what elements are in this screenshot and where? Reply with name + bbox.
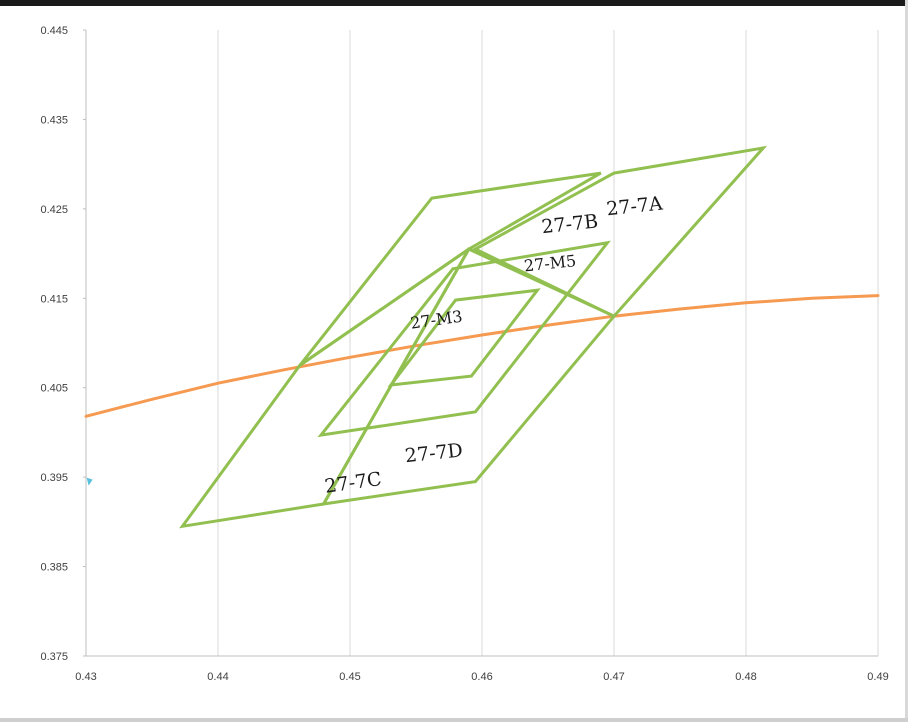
region-label-27-7c: 27-7C: [323, 468, 383, 498]
x-tick-label: 0.46: [471, 671, 492, 683]
region-outlines: [179, 145, 768, 529]
y-tick-label: 0.405: [40, 383, 68, 395]
region-label-27-m3: 27-M3: [409, 307, 463, 333]
marker-point-0: [86, 477, 93, 486]
region-27-7d: [320, 247, 617, 506]
y-tick-label: 0.415: [40, 293, 68, 305]
region-label-27-m5: 27-M5: [523, 251, 577, 275]
y-tick-label: 0.425: [40, 204, 68, 216]
y-tick-label: 0.445: [40, 25, 68, 37]
x-tick-label: 0.49: [867, 671, 888, 683]
y-tick-label: 0.395: [40, 472, 68, 484]
x-tick-label: 0.48: [735, 671, 756, 683]
axes: [83, 29, 878, 657]
bottom-border: [0, 718, 908, 722]
y-tick-label: 0.375: [40, 651, 68, 663]
y-tick-label: 0.435: [40, 114, 68, 126]
curve-series: [84, 294, 880, 418]
x-tick-label: 0.45: [339, 671, 360, 683]
grid-lines: [85, 30, 879, 656]
top-border: [0, 0, 908, 6]
y-tick-label: 0.385: [40, 562, 68, 574]
marker-points: [86, 477, 93, 486]
region-label-27-7a: 27-7A: [605, 193, 664, 221]
region-27-m5: [317, 240, 611, 438]
x-tick-label: 0.47: [603, 671, 624, 683]
tick-labels: 0.43 0.44 0.45 0.46 0.47 0.48 0.49 0.445 0.435 0.…: [40, 25, 888, 683]
region-label-27-7d: 27-7D: [404, 439, 464, 467]
region-label-27-7b: 27-7B: [540, 210, 599, 238]
curve-line-0: [84, 294, 880, 418]
x-tick-label: 0.43: [75, 671, 96, 683]
right-border: [905, 0, 908, 722]
region-27-m3: [387, 288, 541, 387]
x-tick-label: 0.44: [207, 671, 228, 683]
